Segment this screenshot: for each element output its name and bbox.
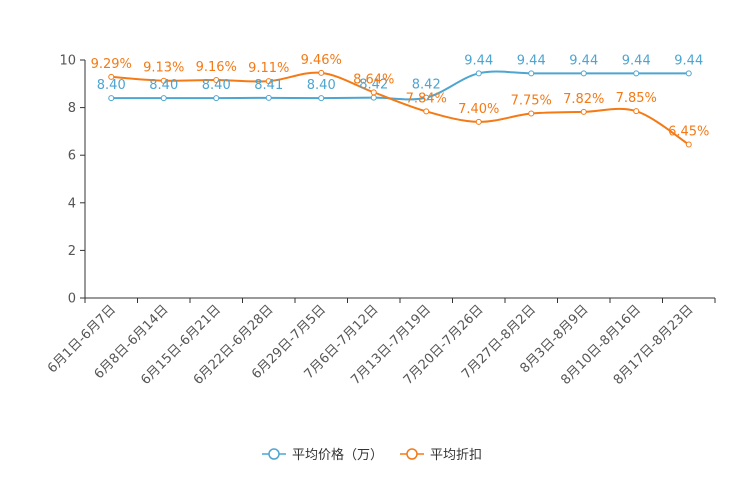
axes: 02468106月1日-6月7日6月8日-6月14日6月15日-6月21日6月2… — [45, 54, 716, 388]
y-tick-label: 4 — [68, 196, 76, 211]
legend-swatch-marker — [406, 448, 418, 460]
data-label: 9.13% — [143, 61, 184, 76]
data-point — [528, 110, 535, 117]
data-label: 9.16% — [196, 60, 237, 75]
data-label: 8.40 — [202, 78, 231, 93]
data-point — [370, 94, 377, 101]
data-label: 7.82% — [563, 92, 604, 107]
data-point — [475, 118, 482, 125]
data-label: 8.40 — [307, 78, 336, 93]
y-tick-label: 6 — [68, 149, 76, 164]
y-tick-label: 8 — [68, 101, 76, 116]
legend-item-2[interactable]: 平均折扣 — [400, 448, 482, 463]
data-point — [370, 89, 377, 96]
data-label: 9.44 — [464, 53, 493, 68]
data-label: 8.42 — [412, 78, 441, 93]
legend[interactable]: 平均价格（万） 平均折扣 — [262, 447, 482, 463]
data-label: 6.45% — [668, 124, 709, 139]
legend-item-1[interactable]: 平均价格（万） — [262, 447, 383, 463]
series — [108, 69, 692, 148]
data-point — [160, 77, 167, 84]
data-label: 7.75% — [511, 94, 552, 109]
legend-label: 平均折扣 — [430, 448, 482, 463]
data-point — [318, 69, 325, 76]
data-label: 9.44 — [517, 53, 546, 68]
data-point — [528, 70, 535, 77]
data-label: 8.64% — [353, 72, 394, 87]
data-label: 8.41 — [254, 78, 283, 93]
data-label: 8.40 — [97, 78, 126, 93]
data-label: 9.44 — [569, 53, 598, 68]
data-point — [108, 95, 115, 102]
data-label: 9.29% — [91, 57, 132, 72]
data-point — [685, 141, 692, 148]
legend-label: 平均价格（万） — [292, 447, 383, 463]
data-point — [580, 108, 587, 115]
data-label: 8.40 — [149, 78, 178, 93]
series-1 — [108, 70, 692, 102]
data-point — [318, 95, 325, 102]
data-label: 7.85% — [616, 91, 657, 106]
data-label: 9.11% — [248, 61, 289, 76]
y-tick-label: 2 — [68, 244, 76, 259]
series-line — [111, 71, 690, 146]
y-tick-label: 0 — [68, 292, 76, 307]
series-line — [111, 70, 689, 101]
data-label: 7.40% — [458, 102, 499, 117]
data-point — [580, 70, 587, 77]
data-point — [160, 95, 167, 102]
data-point — [265, 78, 272, 85]
legend-swatch-marker — [268, 448, 280, 460]
data-label: 8.42 — [359, 78, 388, 93]
data-point — [213, 95, 220, 102]
data-point — [633, 108, 640, 115]
data-point — [213, 76, 220, 83]
series-2 — [108, 69, 692, 148]
data-point — [108, 73, 115, 80]
data-label: 7.84% — [406, 91, 447, 106]
data-labels: 8.40 8.40 8.40 8.41 8.40 8.42 8.42 9.44 9.44 9.44… — [91, 53, 710, 140]
data-point — [423, 108, 430, 115]
data-point — [475, 70, 482, 77]
data-point — [265, 94, 272, 101]
data-label: 9.44 — [622, 53, 651, 68]
data-point — [423, 94, 430, 101]
y-tick-label: 10 — [59, 54, 76, 69]
data-label: 9.46% — [301, 53, 342, 68]
data-point — [685, 70, 692, 77]
data-label: 9.44 — [674, 53, 703, 68]
data-point — [633, 70, 640, 77]
